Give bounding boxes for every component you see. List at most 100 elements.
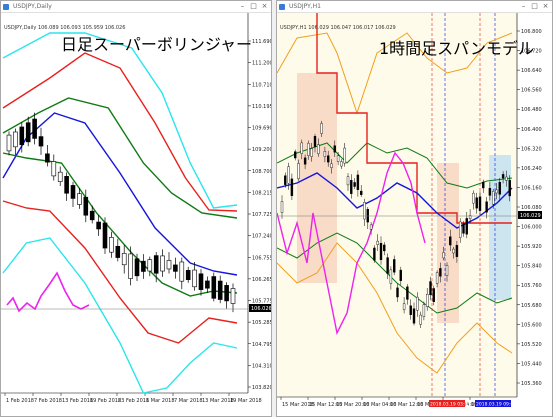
hourly-candle-body — [491, 191, 495, 205]
hourly-lower-green-band — [277, 232, 513, 314]
hourly-price-tick-label: 105.360 — [521, 381, 542, 387]
daily-price-tick-label: 109.200 — [252, 147, 272, 153]
hourly-cloud-red-region — [437, 163, 459, 323]
daily-candle-body — [179, 261, 185, 282]
daily-candle-body — [96, 221, 101, 230]
close-icon[interactable]: × — [542, 2, 549, 10]
daily-chart-canvas[interactable]: 111.690 111.200 110.710 110.195 109.690 109.2… — [1, 13, 272, 417]
hourly-candle-body — [475, 197, 478, 209]
daily-date-tick-label: 19 Mar 2018 — [230, 398, 262, 404]
hourly-candle-body — [330, 163, 333, 168]
daily-candle-body — [166, 260, 172, 270]
maximize-icon[interactable]: □ — [250, 2, 257, 10]
daily-candle-body — [134, 258, 140, 277]
daily-candle-body — [173, 264, 178, 272]
hourly-candle-body — [455, 245, 459, 257]
hourly-candle-body — [379, 243, 383, 261]
hourly-date-tick-label: 16 Mar 04:00 — [363, 402, 396, 408]
hourly-candle-body — [501, 174, 505, 179]
daily-candle-body — [224, 285, 229, 302]
daily-date-tick-label: 1 Mar 2018 — [146, 398, 175, 404]
daily-date-tick-label: 7 Mar 2018 — [174, 398, 203, 404]
daily-current-price-label: 106.026 — [251, 306, 272, 312]
hourly-candle-body — [386, 257, 389, 274]
daily-band-minus1sigma — [2, 152, 238, 297]
daily-price-tick-label: 103.820 — [252, 385, 272, 391]
hourly-candle-body — [399, 269, 403, 281]
hourly-candle-body — [495, 189, 498, 194]
daily-price-tick-label: 104.795 — [252, 342, 272, 348]
hourly-marker-tag-blue — [475, 400, 511, 407]
hourly-candle-body — [439, 268, 442, 277]
hourly-candle-body — [425, 294, 429, 307]
daily-candle-body — [6, 134, 12, 152]
daily-candle-body — [38, 136, 44, 147]
hourly-candle-body — [356, 174, 360, 190]
hourly-candle-body — [458, 221, 462, 238]
minimize-icon[interactable]: – — [240, 2, 245, 10]
hourly-candle-body — [369, 224, 373, 230]
daily-price-tick-label: 108.215 — [252, 190, 272, 196]
hourly-candle-body — [350, 180, 353, 194]
hourly-current-price-tag — [518, 211, 542, 219]
hourly-price-tick-label: 105.760 — [521, 283, 542, 289]
hourly-price-tick-label: 106.000 — [521, 225, 542, 231]
hourly-candle-body — [376, 240, 379, 245]
hourly-marker-label: 2018.03.19 03:00 — [430, 402, 470, 408]
hourly-date-tick-label: 15 Mar 20:00 — [336, 402, 369, 408]
close-icon[interactable]: × — [261, 2, 268, 10]
hourly-candle-body — [449, 236, 452, 246]
hourly-date-tick-label: 15 Mar 12:00 — [309, 402, 342, 408]
hourly-price-tick-label: 105.680 — [521, 303, 542, 309]
hourly-window-titlebar[interactable]: USDJPY,H1 – □ × — [277, 1, 552, 13]
hourly-chart-window[interactable]: USDJPY,H1 – □ × 106.800 106.720 106.640 106… — [276, 0, 553, 417]
daily-date-tick-label: 7 Feb 2018 — [34, 398, 62, 404]
hourly-candle-body — [478, 196, 482, 211]
maximize-icon[interactable]: □ — [531, 2, 538, 10]
daily-candle-body — [64, 176, 69, 194]
hourly-date-tick-label: 15 Mar 2018 — [282, 402, 314, 408]
hourly-candle-body — [482, 181, 485, 189]
daily-overlay-title: 日足スーパーボリンジャー — [61, 35, 253, 54]
daily-price-tick-label: 109.690 — [252, 126, 272, 132]
hourly-price-tick-label: 105.840 — [521, 264, 542, 270]
hourly-candle-body — [363, 202, 366, 220]
hourly-candle-body — [412, 308, 416, 324]
daily-window-titlebar[interactable]: USDJPY,Daily – □ × — [1, 1, 271, 13]
hourly-candle-body — [294, 151, 297, 159]
daily-price-tick-label: 107.725 — [252, 212, 272, 218]
hourly-moving-average — [277, 172, 513, 229]
daily-plot-background — [1, 13, 271, 416]
daily-price-tick-label: 111.690 — [252, 39, 272, 45]
hourly-price-tick-label: 105.920 — [521, 244, 542, 250]
hourly-candle-body — [445, 265, 449, 276]
daily-chart-window[interactable]: USDJPY,Daily – □ × 111.690 111.200 110.710… — [0, 0, 272, 417]
hourly-marker-label: 2018.03.19 09:00 — [476, 402, 516, 408]
hourly-candle-body — [317, 144, 320, 154]
daily-price-tick-label: 110.195 — [252, 104, 272, 110]
hourly-candle-body — [472, 192, 475, 204]
daily-candle-body — [115, 245, 121, 258]
daily-price-tick-label: 110.710 — [252, 82, 272, 88]
hourly-price-tick-label: 106.720 — [521, 49, 542, 55]
hourly-candle-body — [406, 286, 409, 300]
daily-candle-body — [230, 288, 236, 304]
hourly-candle-body — [488, 187, 492, 196]
hourly-candle-body — [383, 244, 386, 252]
hourly-candle-body — [432, 288, 436, 302]
hourly-chart-canvas[interactable]: 106.800 106.720 106.640 106.560 106.480 106.4… — [277, 13, 553, 417]
daily-price-tick-label: 107.240 — [252, 234, 272, 240]
daily-candle-body — [45, 153, 50, 163]
hourly-candle-body — [389, 269, 393, 284]
hourly-price-tick-label: 106.320 — [521, 146, 542, 152]
hourly-candle-body — [287, 166, 290, 184]
minimize-icon[interactable]: – — [521, 2, 526, 10]
daily-candle-body — [160, 255, 165, 272]
daily-price-tick-label: 104.310 — [252, 363, 272, 369]
hourly-candle-body — [373, 247, 376, 261]
hourly-overlay-title: 1時間足スパンモデル — [379, 39, 534, 58]
daily-candle-body — [217, 280, 223, 300]
hourly-candle-body — [392, 259, 396, 273]
daily-candle-body — [83, 196, 89, 216]
daily-band-plus3sigma — [2, 32, 238, 209]
